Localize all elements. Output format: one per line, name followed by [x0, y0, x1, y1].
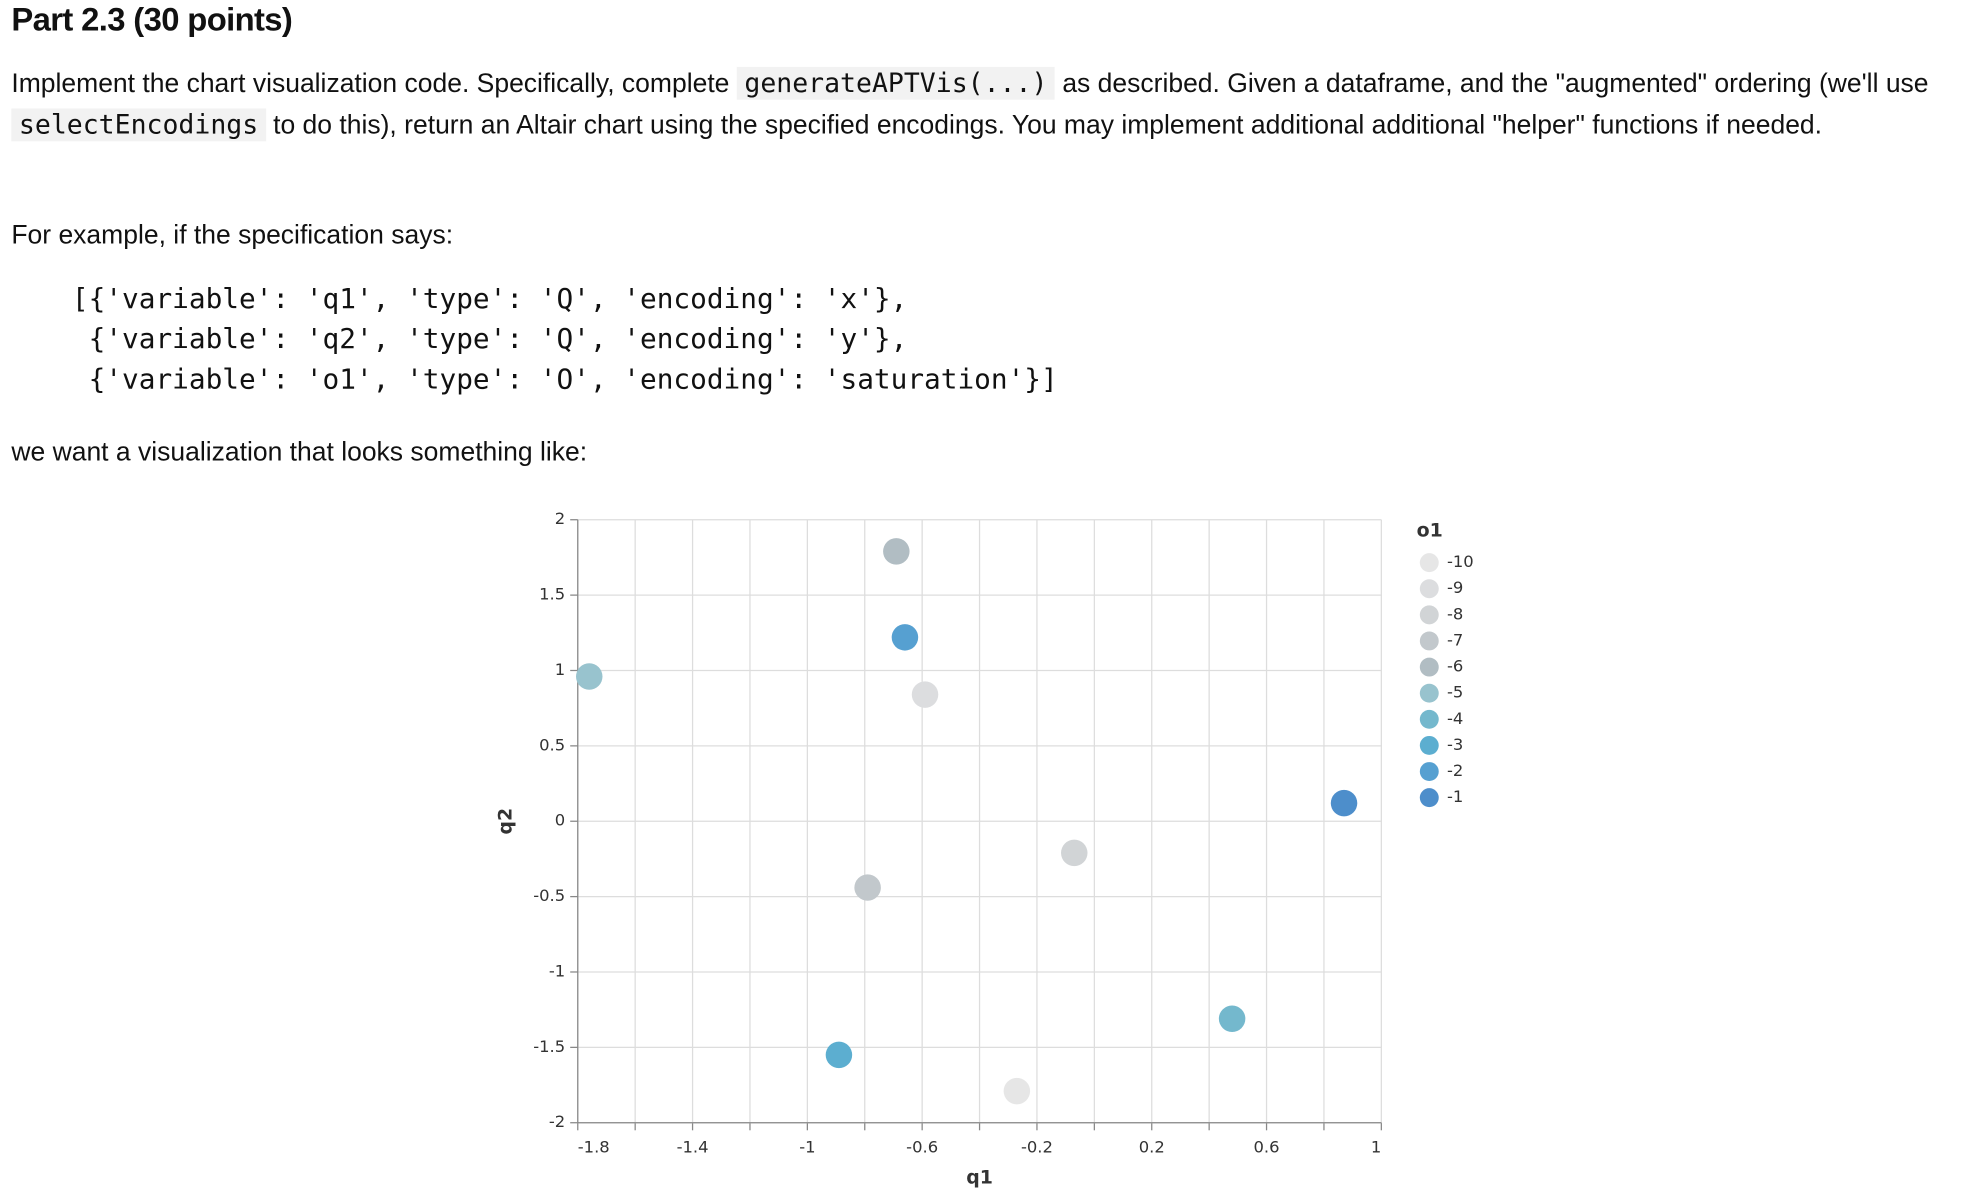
y-tick-label: 1	[555, 660, 565, 679]
point	[891, 624, 919, 651]
y-tick-label: -1.5	[533, 1037, 565, 1056]
point	[883, 538, 910, 565]
legend-swatch	[1419, 788, 1439, 808]
point	[1003, 1077, 1031, 1105]
x-axis-title: q1	[966, 1167, 993, 1189]
inline-code: selectEncodings	[11, 108, 266, 142]
point	[1061, 839, 1088, 867]
code-block: [{'variable': 'q1', 'type': 'Q', 'encodi…	[72, 280, 1058, 401]
code-line: {'variable': 'o1', 'type': 'O', 'encodin…	[71, 364, 1058, 397]
legend-title: o1	[1417, 520, 1443, 542]
legend-label: -3	[1447, 735, 1463, 754]
legend-swatch	[1419, 762, 1439, 781]
legend-label: -4	[1447, 709, 1463, 728]
text: Implement the chart visualization code. …	[11, 69, 737, 99]
y-axis-title: q2	[494, 808, 516, 835]
legend-swatch	[1419, 709, 1439, 729]
y-tick-label: 0	[555, 811, 565, 830]
text: to do this), return an Altair chart usin…	[265, 111, 1823, 141]
legend-swatch	[1419, 683, 1439, 703]
legend-label: -8	[1447, 604, 1463, 623]
point	[911, 681, 939, 708]
code-line: [{'variable': 'q1', 'type': 'Q', 'encodi…	[71, 283, 908, 316]
legend-label: -1	[1447, 787, 1463, 806]
text: as described. Given a dataframe, and the…	[1054, 69, 1929, 99]
legend-swatch	[1419, 735, 1439, 755]
point	[1218, 1005, 1246, 1032]
legend-swatch	[1419, 631, 1439, 651]
y-tick-label: -1	[549, 961, 565, 980]
x-tick-label: 0.2	[1139, 1137, 1165, 1156]
paragraph: Implement the chart visualization code. …	[11, 63, 1964, 146]
legend-label: -5	[1447, 683, 1463, 702]
code-line: {'variable': 'q2', 'type': 'Q', 'encodin…	[71, 324, 908, 356]
legend-swatch	[1419, 657, 1439, 677]
point	[1330, 789, 1358, 817]
y-tick-label: 0.5	[539, 735, 565, 754]
x-tick-label: -1.4	[677, 1137, 709, 1156]
x-tick-label: 0.6	[1254, 1137, 1280, 1156]
x-tick-label: -0.2	[1021, 1137, 1053, 1156]
y-tick-label: -0.5	[533, 886, 565, 905]
x-tick-label: 1	[1371, 1137, 1381, 1156]
point	[854, 874, 881, 901]
legend-label: -2	[1447, 761, 1463, 780]
y-tick-label: 2	[555, 509, 565, 528]
paragraph: we want a visualization that looks somet…	[11, 437, 588, 467]
x-tick-label: -0.6	[906, 1137, 938, 1156]
legend-label: -9	[1447, 578, 1463, 597]
legend-swatch	[1419, 605, 1439, 625]
inline-code: generateAPTVis(...)	[736, 66, 1055, 100]
paragraph: For example, if the specification says:	[11, 220, 454, 250]
y-tick-label: 1.5	[539, 585, 565, 604]
legend-swatch	[1419, 553, 1439, 573]
point	[576, 663, 603, 690]
legend-label: -7	[1447, 630, 1463, 649]
x-tick-label: -1	[799, 1137, 815, 1156]
legend-label: -6	[1447, 657, 1463, 676]
legend-label: -10	[1447, 552, 1474, 571]
x-tick-label: -1.8	[578, 1137, 610, 1156]
y-tick-label: -2	[549, 1112, 565, 1131]
point	[825, 1041, 853, 1069]
heading: Part 2.3 (30 points)	[11, 0, 293, 38]
legend-swatch	[1419, 579, 1439, 599]
